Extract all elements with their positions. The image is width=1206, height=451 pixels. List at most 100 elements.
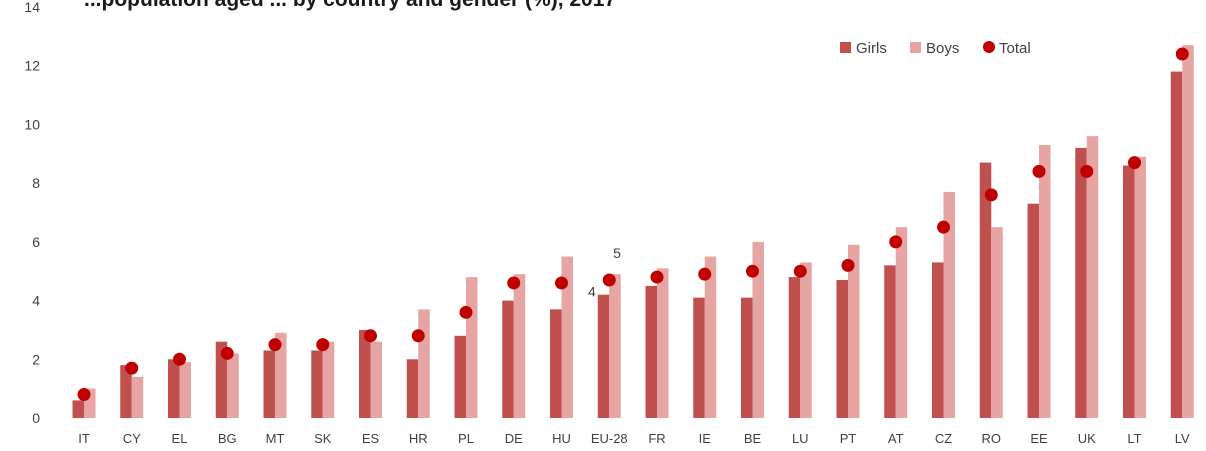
bar-boys-cz bbox=[943, 191, 955, 418]
x-tick-label-lt: LT bbox=[1127, 431, 1141, 446]
bar-girls-uk bbox=[1075, 147, 1087, 418]
x-tick-label-de: DE bbox=[505, 431, 523, 446]
dot-total-it bbox=[77, 388, 91, 402]
x-tick-label-ie: IE bbox=[699, 431, 712, 446]
y-tick-label-14: 14 bbox=[24, 0, 40, 15]
bar-girls-bg bbox=[215, 341, 228, 418]
x-tick-label-uk: UK bbox=[1078, 431, 1096, 446]
bar-boys-de bbox=[513, 274, 526, 418]
x-tick-label-eu-28: EU-28 bbox=[591, 431, 628, 446]
bar-boys-at bbox=[895, 227, 908, 418]
y-tick-label-8: 8 bbox=[32, 175, 40, 191]
bar-girls-hr bbox=[406, 359, 419, 418]
dot-total-fr bbox=[650, 270, 664, 284]
x-tick-label-cz: CZ bbox=[935, 431, 952, 446]
bar-girls-fr bbox=[645, 285, 657, 418]
bar-boys-ie bbox=[704, 256, 717, 418]
dot-total-cz bbox=[937, 220, 950, 234]
dot-total-hu bbox=[555, 276, 568, 290]
x-tick-label-el: EL bbox=[172, 431, 188, 446]
bar-boys-hu bbox=[561, 256, 573, 418]
bar-boys-es bbox=[370, 341, 382, 418]
x-tick-label-pt: PT bbox=[840, 431, 857, 446]
x-tick-label-lu: LU bbox=[792, 431, 809, 446]
x-tick-label-ee: EE bbox=[1030, 431, 1048, 446]
dot-total-sk bbox=[316, 338, 330, 352]
bar-girls-de bbox=[502, 300, 514, 418]
dot-layer bbox=[77, 47, 1189, 402]
bar-boys-el bbox=[179, 362, 191, 418]
bar-girls-cz bbox=[932, 262, 944, 418]
bar-girls-sk bbox=[311, 350, 323, 418]
legend-swatch-boys bbox=[910, 42, 921, 53]
axis-layer: 0 2 4 6 8 10 12 14 IT CY EL BG MT SK ES HR PL DE HU EU-28 FR… bbox=[24, 0, 1190, 446]
dot-total-de bbox=[507, 276, 521, 290]
dot-total-cy bbox=[125, 361, 139, 375]
bar-girls-es bbox=[359, 329, 371, 418]
dot-total-lu bbox=[793, 264, 807, 278]
dot-total-ee bbox=[1032, 164, 1046, 178]
data-label-boys-eu-28: 5 bbox=[613, 245, 621, 261]
x-tick-label-bg: BG bbox=[218, 431, 237, 446]
bar-boys-be bbox=[752, 241, 764, 418]
bar-boys-pl bbox=[466, 277, 478, 418]
dot-total-el bbox=[173, 352, 186, 366]
dot-total-pl bbox=[459, 305, 473, 319]
legend-label-boys: Boys bbox=[926, 40, 959, 57]
bar-boys-lu bbox=[800, 262, 812, 418]
x-tick-label-sk: SK bbox=[314, 431, 332, 446]
legend: Girls Boys Total bbox=[840, 40, 1031, 57]
x-tick-label-hu: HU bbox=[552, 431, 571, 446]
dot-total-at bbox=[889, 235, 903, 249]
dot-total-eu-28 bbox=[602, 273, 616, 287]
x-tick-label-fr: FR bbox=[648, 431, 665, 446]
dot-total-hr bbox=[411, 329, 425, 343]
bar-boys-lv bbox=[1182, 45, 1194, 419]
x-tick-label-at: AT bbox=[888, 431, 904, 446]
bar-girls-lt bbox=[1123, 165, 1135, 418]
dot-total-lt bbox=[1128, 156, 1141, 170]
page-title: ...population aged ... by country and ge… bbox=[84, 0, 616, 12]
legend-label-girls: Girls bbox=[856, 40, 887, 57]
legend-swatch-total bbox=[983, 41, 995, 53]
x-tick-label-be: BE bbox=[744, 431, 762, 446]
bar-girls-at bbox=[884, 265, 896, 418]
dot-total-bg bbox=[220, 346, 234, 360]
bar-girls-lv bbox=[1170, 71, 1183, 418]
bar-boys-ee bbox=[1039, 144, 1051, 418]
x-tick-label-es: ES bbox=[362, 431, 380, 446]
y-tick-label-2: 2 bbox=[32, 351, 40, 367]
bar-boys-eu-28 bbox=[609, 274, 621, 418]
dot-total-lv bbox=[1175, 47, 1189, 61]
bar-boys-cy bbox=[131, 376, 144, 418]
bar-girls-el bbox=[168, 359, 180, 418]
y-tick-label-0: 0 bbox=[32, 410, 40, 426]
bar-boys-uk bbox=[1086, 136, 1099, 418]
x-tick-label-lv: LV bbox=[1175, 431, 1190, 446]
bar-girls-ie bbox=[693, 297, 705, 418]
bar-boys-fr bbox=[657, 268, 669, 418]
x-tick-label-it: IT bbox=[78, 431, 90, 446]
bar-girls-ee bbox=[1027, 203, 1039, 418]
y-tick-label-12: 12 bbox=[24, 58, 40, 74]
dot-total-es bbox=[364, 329, 377, 343]
bar-boys-ro bbox=[991, 227, 1003, 418]
dot-total-be bbox=[746, 264, 759, 278]
bar-boys-it bbox=[84, 388, 96, 418]
bar-boys-bg bbox=[227, 353, 239, 418]
bar-girls-mt bbox=[263, 350, 275, 418]
bar-girls-cy bbox=[120, 365, 132, 418]
label-layer: 45 bbox=[588, 245, 621, 300]
bar-girls-hu bbox=[550, 309, 562, 418]
bar-boys-mt bbox=[275, 332, 287, 418]
y-tick-label-4: 4 bbox=[32, 293, 40, 309]
dot-total-mt bbox=[268, 338, 282, 352]
bar-girls-lu bbox=[788, 277, 801, 418]
x-tick-label-ro: RO bbox=[982, 431, 1002, 446]
legend-swatch-girls bbox=[840, 42, 851, 53]
bar-girls-it bbox=[72, 400, 84, 418]
dot-total-ie bbox=[698, 267, 712, 281]
x-tick-label-pl: PL bbox=[458, 431, 474, 446]
bar-girls-be bbox=[741, 297, 753, 418]
